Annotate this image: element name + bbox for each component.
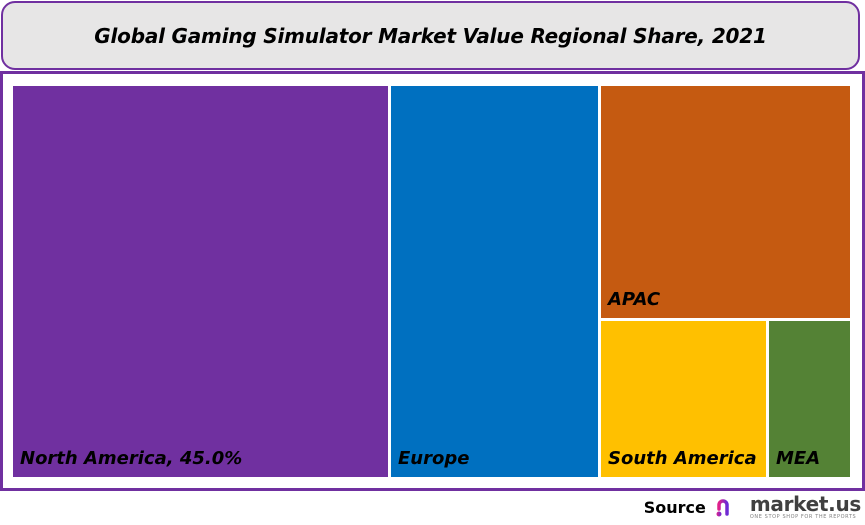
tile-mea: MEA [769,321,850,477]
tile-label-south-america: South America [608,448,757,469]
tile-north-america: North America, 45.0% [13,86,388,477]
tile-label-apac: APAC [608,289,661,310]
treemap-frame: North America, 45.0% Europe APAC South A… [0,71,865,491]
tile-south-america: South America [601,321,766,477]
source-attribution: Source market.us ONE STOP SHOP FOR THE R… [643,492,862,522]
source-label: Source [643,497,706,517]
chart-title-box: Global Gaming Simulator Market Value Reg… [1,1,860,70]
chart-title: Global Gaming Simulator Market Value Reg… [94,23,767,48]
logo-tagline: ONE STOP SHOP FOR THE REPORTS [749,514,857,520]
tile-apac: APAC [601,86,850,318]
tile-label-europe: Europe [398,448,470,469]
market-us-logo: market.us ONE STOP SHOP FOR THE REPORTS [750,494,861,520]
tile-label-north-america: North America, 45.0% [20,448,243,469]
tile-europe: Europe [391,86,598,477]
logo-brand-text: market.us [749,492,861,516]
tile-label-mea: MEA [776,448,821,469]
market-us-logo-icon [716,497,742,517]
